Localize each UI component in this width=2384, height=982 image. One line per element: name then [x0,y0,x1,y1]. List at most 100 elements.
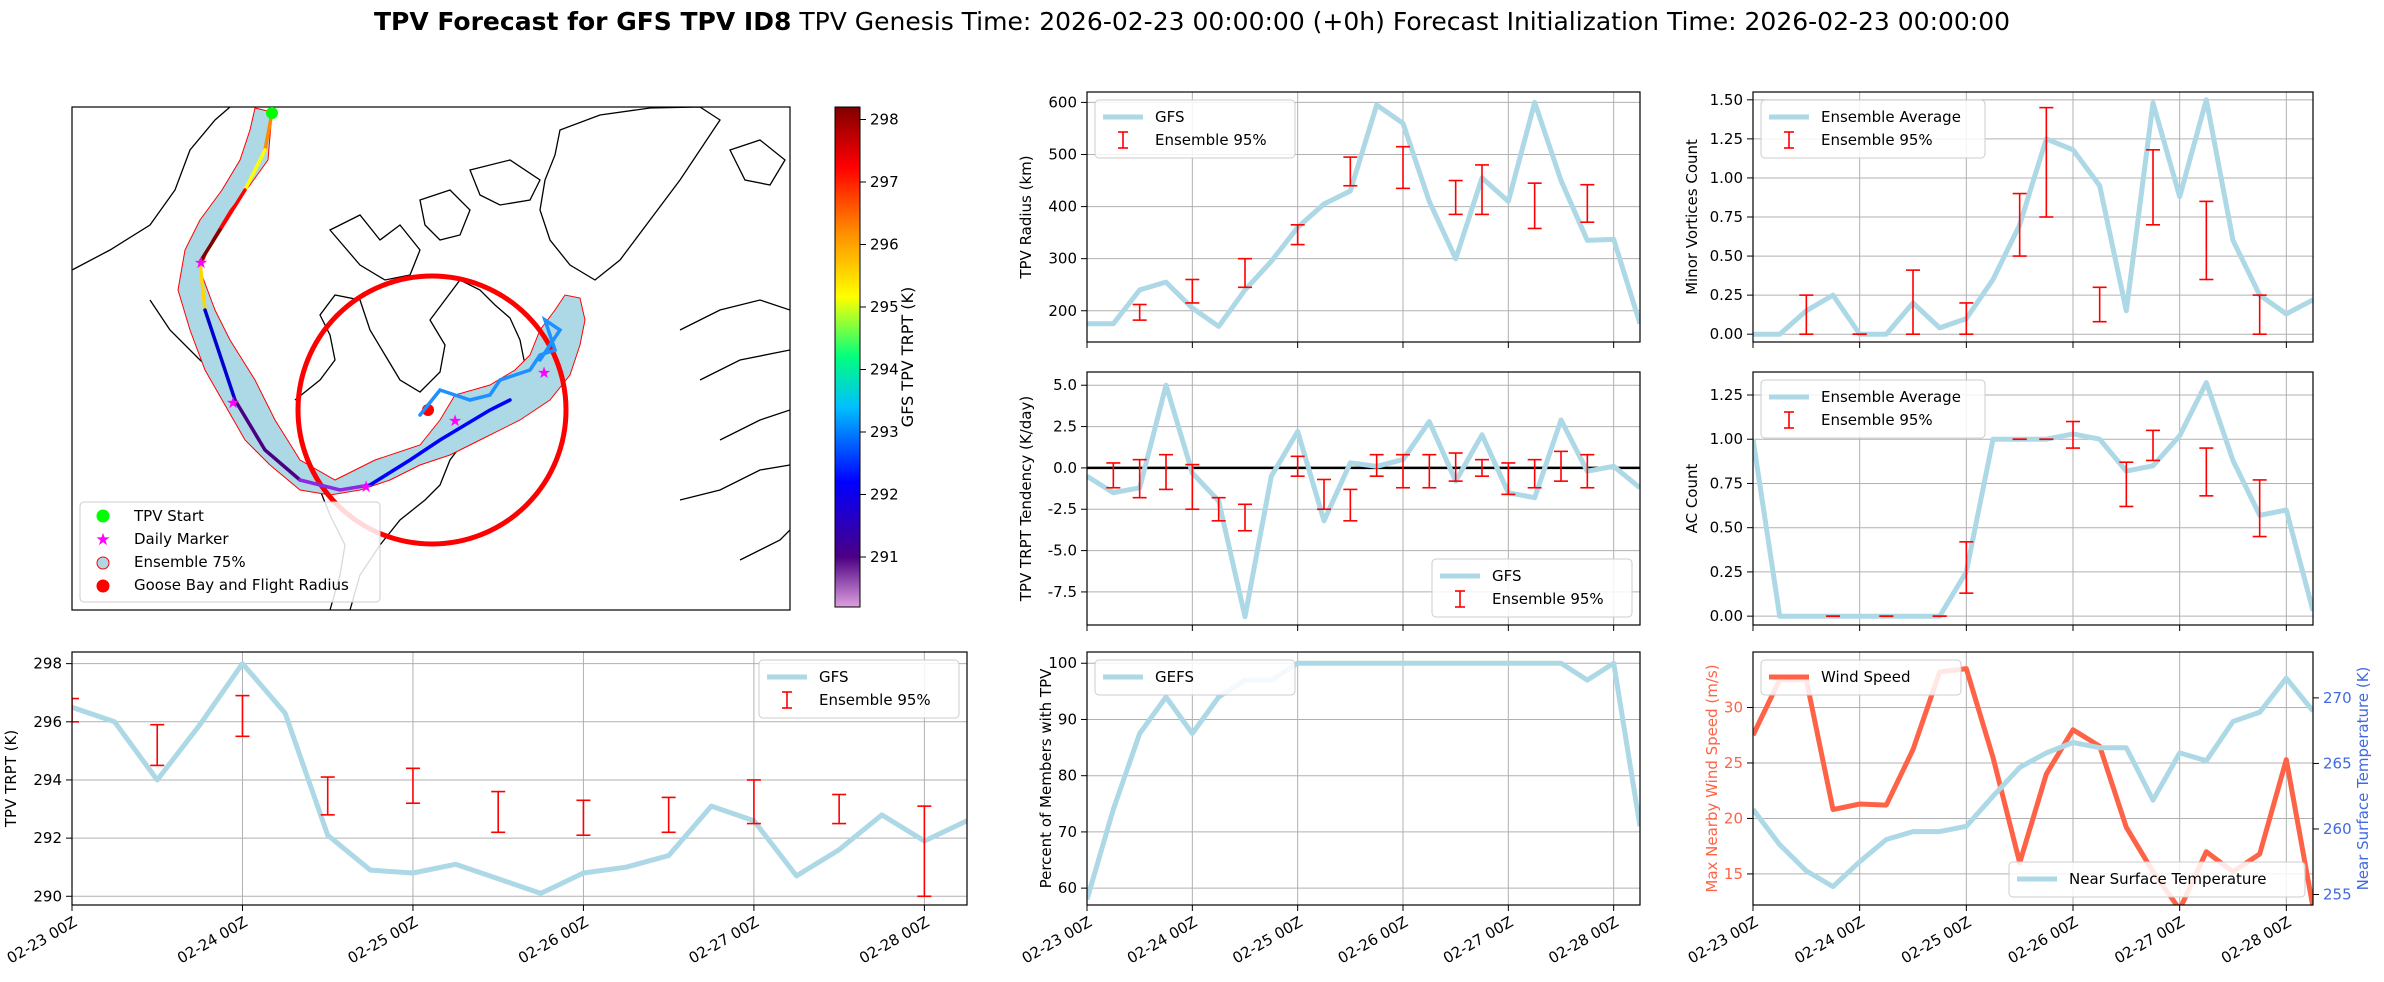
legend-label: Near Surface Temperature [2069,870,2267,888]
y-tick-label: 400 [1048,198,1077,216]
y-axis-label: Minor Vortices Count [1683,139,1701,295]
legend-errorbar-icon [1784,411,1794,429]
legend-label: GEFS [1155,668,1194,686]
y-tick-label: 0.0 [1053,459,1077,477]
daily-marker: ★ [537,363,551,382]
track-seg-6 [203,308,237,402]
error-bar [832,793,847,825]
track-seg-9 [368,398,512,487]
legend-label: Ensemble 95% [819,691,931,709]
chart-legend: Wind Speed [1760,659,1962,696]
colorbar-tick-label: 293 [870,423,899,441]
y-tick-label: 1.25 [1710,130,1743,148]
map-panel: ★ ★ ★ ★ ★ TPV Start ★ Daily Marker Ensem… [71,106,917,611]
y-tick-label: 1.00 [1710,169,1743,187]
y-tick-label: 2.5 [1053,418,1077,436]
map-legend-label: Goose Bay and Flight Radius [134,576,349,594]
x-tick-label: 02-23 00Z [1019,913,1095,967]
chart-plot-area [1087,382,1640,620]
track-seg-7 [233,398,302,482]
error-bar [2012,192,2027,257]
legend-box [1094,659,1296,696]
colorbar-label: GFS TPV TRPT (K) [898,287,917,427]
island-2 [419,189,471,241]
error-bar [1554,450,1568,482]
track-seg-8 [298,478,372,492]
error-bar [1159,453,1173,491]
colorbar-tick-label: 295 [870,298,899,316]
chart-plot-area [1087,99,1640,329]
axes-frame [1752,651,2314,906]
colorbar-tick-label: 291 [870,548,899,566]
y-tick-label: 1.25 [1710,386,1743,404]
legend-label: Ensemble Average [1821,388,1961,406]
y-tick-label-right: 260 [2323,820,2352,838]
x-tick-label: 02-24 00Z [1124,913,1200,967]
x-tick-label: 02-28 00Z [2218,913,2294,967]
x-tick-label: 02-25 00Z [1898,913,1974,967]
chart-legend: GFS Ensemble 95% [1431,558,1633,618]
error-bar [1238,503,1252,532]
error-bar [2199,447,2214,497]
figure-title: TPV Forecast for GFS TPV ID8 TPV Genesis… [374,7,2010,36]
legend-ensemble-icon [96,556,110,570]
error-bar [1501,462,1516,496]
series-line-gfs [1087,99,1640,329]
y-tick-label: 5.0 [1053,376,1077,394]
y-tick-label: 0.75 [1710,474,1743,492]
error-bar [2199,200,2214,281]
chart-members: 60 70 80 90 100 02-23 00Z 02-24 00Z 02-25 00Z 02… [1019,651,1641,967]
error-bar [1290,455,1305,477]
legend-label: Ensemble 95% [1492,590,1604,608]
y-tick-label: 294 [33,771,62,789]
error-bar [1959,541,1974,594]
daily-markers: ★ ★ ★ ★ ★ [194,253,551,496]
y-tick-label: 296 [33,713,62,731]
error-bar [2146,429,2160,462]
coastline-europe-5 [739,529,790,561]
island-3 [469,159,541,206]
error-bar [917,805,932,898]
y-tick-label: 25 [1724,754,1743,772]
chart-ac: 0.00 0.25 0.50 0.75 1.00 1.25 AC Count Ensemble… [1683,371,2314,631]
colorbar-tick-label: 296 [870,236,899,254]
colorbar-ticks: 291 292 293 294 295 296 297 298 [860,111,899,566]
x-tick-label: 02-25 00Z [345,913,421,967]
chart-legend: GFS Ensemble 95% [758,659,960,719]
error-bar [746,779,761,825]
legend-errorbar-icon [1118,131,1128,149]
y-tick-label: 1.00 [1710,430,1743,448]
error-bar [2252,479,2267,538]
y-tick-label: -7.5 [1048,583,1077,601]
y-axis-label: TPV Radius (km) [1017,155,1035,279]
error-bar [1396,453,1410,489]
x-tick-label: 02-27 00Z [686,913,762,967]
error-bar [1422,453,1437,489]
error-bar [72,697,79,723]
y-tick-label-right: 265 [2323,754,2352,772]
error-bar [2092,286,2107,323]
y-tick-label: 0.25 [1710,563,1743,581]
error-bar [2066,420,2080,449]
error-bar [661,796,676,834]
error-bar [576,799,591,837]
y-tick-label: 0.25 [1710,286,1743,304]
colorbar-tick-label: 294 [870,361,899,379]
chart-legend: Near Surface Temperature [2008,861,2306,898]
y-tick-label: -2.5 [1048,500,1077,518]
y-axis-label: TPV TRPT Tendency (K/day) [1017,396,1035,602]
legend-label: Wind Speed [1821,668,1911,686]
chart-legend: Ensemble Average Ensemble 95% [1760,379,1986,439]
track-seg-10 [418,315,563,417]
error-bar [1132,303,1147,321]
error-bar [1906,269,1920,335]
error-bar [150,723,165,767]
error-bar [1527,458,1542,489]
axes-frame [71,651,968,906]
track-seg-4 [198,228,222,264]
map-legend-label: Ensemble 75% [134,553,246,571]
y-tick-label: 100 [1048,654,1077,672]
legend-box [758,659,960,719]
legend-star-icon: ★ [95,530,110,550]
